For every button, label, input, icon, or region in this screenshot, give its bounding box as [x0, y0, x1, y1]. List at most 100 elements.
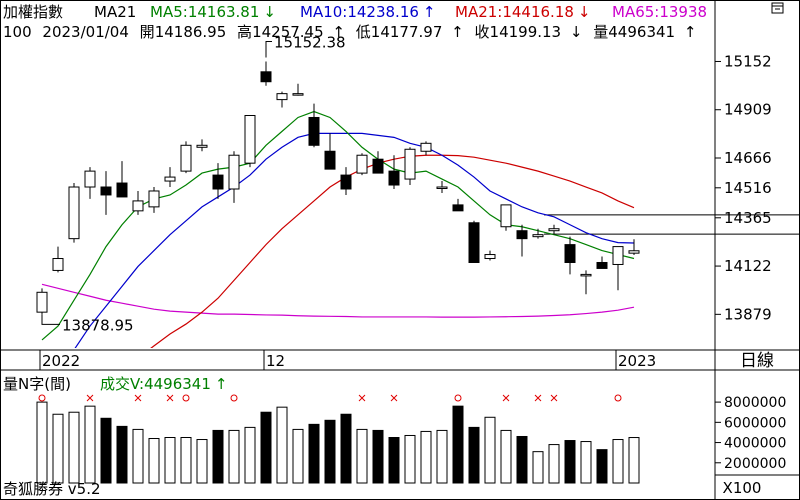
volume-indicator-label: 量N字(間) [3, 375, 71, 393]
candle [372, 151, 384, 174]
ma10-line [74, 132, 635, 348]
candle [436, 181, 448, 193]
candle-body [68, 186, 80, 240]
volume-marker-circle [614, 394, 622, 402]
candle [196, 139, 208, 152]
candle-body [36, 291, 48, 313]
candle-body [356, 154, 368, 174]
volume-bar [468, 426, 480, 484]
volume-bar [404, 434, 416, 484]
candle-body [388, 170, 400, 186]
price-tick-label: 14516 [724, 179, 772, 197]
candle [164, 167, 176, 188]
candle [580, 270, 592, 295]
candle-body [532, 234, 544, 238]
zoom-button[interactable]: X100 [723, 479, 762, 497]
volume-axis: 8000000 6000000 4000000 2000000 [715, 395, 786, 472]
candle-body [612, 246, 624, 265]
candle [36, 288, 48, 315]
ma5-line [41, 110, 635, 341]
volume-bar [244, 426, 256, 484]
volume-bar [196, 439, 208, 484]
candle [388, 155, 400, 189]
candle [68, 183, 80, 243]
price-tick-label: 14365 [724, 209, 772, 227]
volume-bar [420, 430, 432, 484]
candle [340, 167, 352, 195]
volume-marker-circle [38, 394, 46, 402]
candle [148, 187, 160, 213]
volume-bar [516, 435, 528, 484]
volume-bar [484, 416, 496, 484]
ma5-readout: MA5:14163.81 ↓ [150, 3, 276, 21]
ma10-readout: MA10:14238.16 ↑ [300, 3, 436, 21]
volume-bar [436, 429, 448, 484]
volume-bar [580, 441, 592, 484]
volume-readout: 成交V:4496341 ↑ [100, 375, 227, 393]
candle-body [340, 174, 352, 190]
candle [420, 141, 432, 156]
candle-body [212, 174, 224, 190]
candle [484, 250, 496, 261]
volume-bar [452, 405, 464, 484]
candle-body [324, 150, 336, 170]
volume-bar [340, 413, 352, 484]
volume-bar [500, 429, 512, 484]
price-tick-label: 15152 [724, 52, 772, 70]
price-tick-label: 14122 [724, 257, 772, 275]
candle-body [164, 176, 176, 182]
volume-tick-label: 6000000 [724, 415, 786, 431]
candle [628, 239, 640, 255]
candle-body [420, 142, 432, 152]
ma65-readout: MA65:13938 [612, 3, 707, 21]
volume-bar [164, 437, 176, 484]
candle [612, 246, 624, 291]
volume-marker-cross [86, 394, 94, 402]
candle [308, 103, 320, 148]
volume-tick-label: 8000000 [724, 395, 786, 411]
candle-body [628, 250, 640, 254]
volume-tick-label: 4000000 [724, 436, 786, 452]
candle-body [148, 190, 160, 208]
date-tick-label: 2022 [42, 352, 80, 370]
candle-body [84, 170, 96, 188]
volume-marker-cross [550, 394, 558, 402]
candle [596, 256, 608, 269]
volume-bar [68, 411, 80, 484]
high-callout-line [265, 40, 272, 58]
candle [292, 83, 304, 96]
candle-body [100, 186, 112, 196]
volume-bar [180, 437, 192, 484]
ma-period-label: MA21 [94, 3, 136, 21]
candle-body [468, 222, 480, 263]
candle [132, 190, 144, 215]
volume-bar [276, 406, 288, 484]
volume-tick-label: 2000000 [724, 456, 786, 472]
date-axis: 2022 12 2023 [39, 350, 656, 370]
period-label[interactable]: 日線 [740, 351, 774, 371]
moving-average-lines [41, 110, 635, 348]
price-axis: 15152 14909 14666 14516 14365 14122 13879 [715, 52, 772, 323]
volume-bar [308, 423, 320, 484]
date-tick-label: 12 [266, 352, 285, 370]
volume-bar [564, 440, 576, 484]
volume-bar [612, 439, 624, 484]
candle [516, 224, 528, 257]
volume-layer [36, 394, 640, 484]
index-name: 加權指數 [3, 3, 63, 21]
volume-marker-cross [534, 394, 542, 402]
candle-body [596, 261, 608, 269]
candle [468, 220, 480, 263]
ma21-readout: MA21:14416.18 ↓ [455, 3, 591, 21]
volume-bar [532, 451, 544, 484]
restore-window-icon[interactable] [771, 2, 784, 14]
candle [276, 91, 288, 108]
candle [212, 163, 224, 199]
candle-body [228, 154, 240, 190]
volume-marker-circle [230, 394, 238, 402]
volume-bar [116, 425, 128, 484]
candle [452, 198, 464, 212]
